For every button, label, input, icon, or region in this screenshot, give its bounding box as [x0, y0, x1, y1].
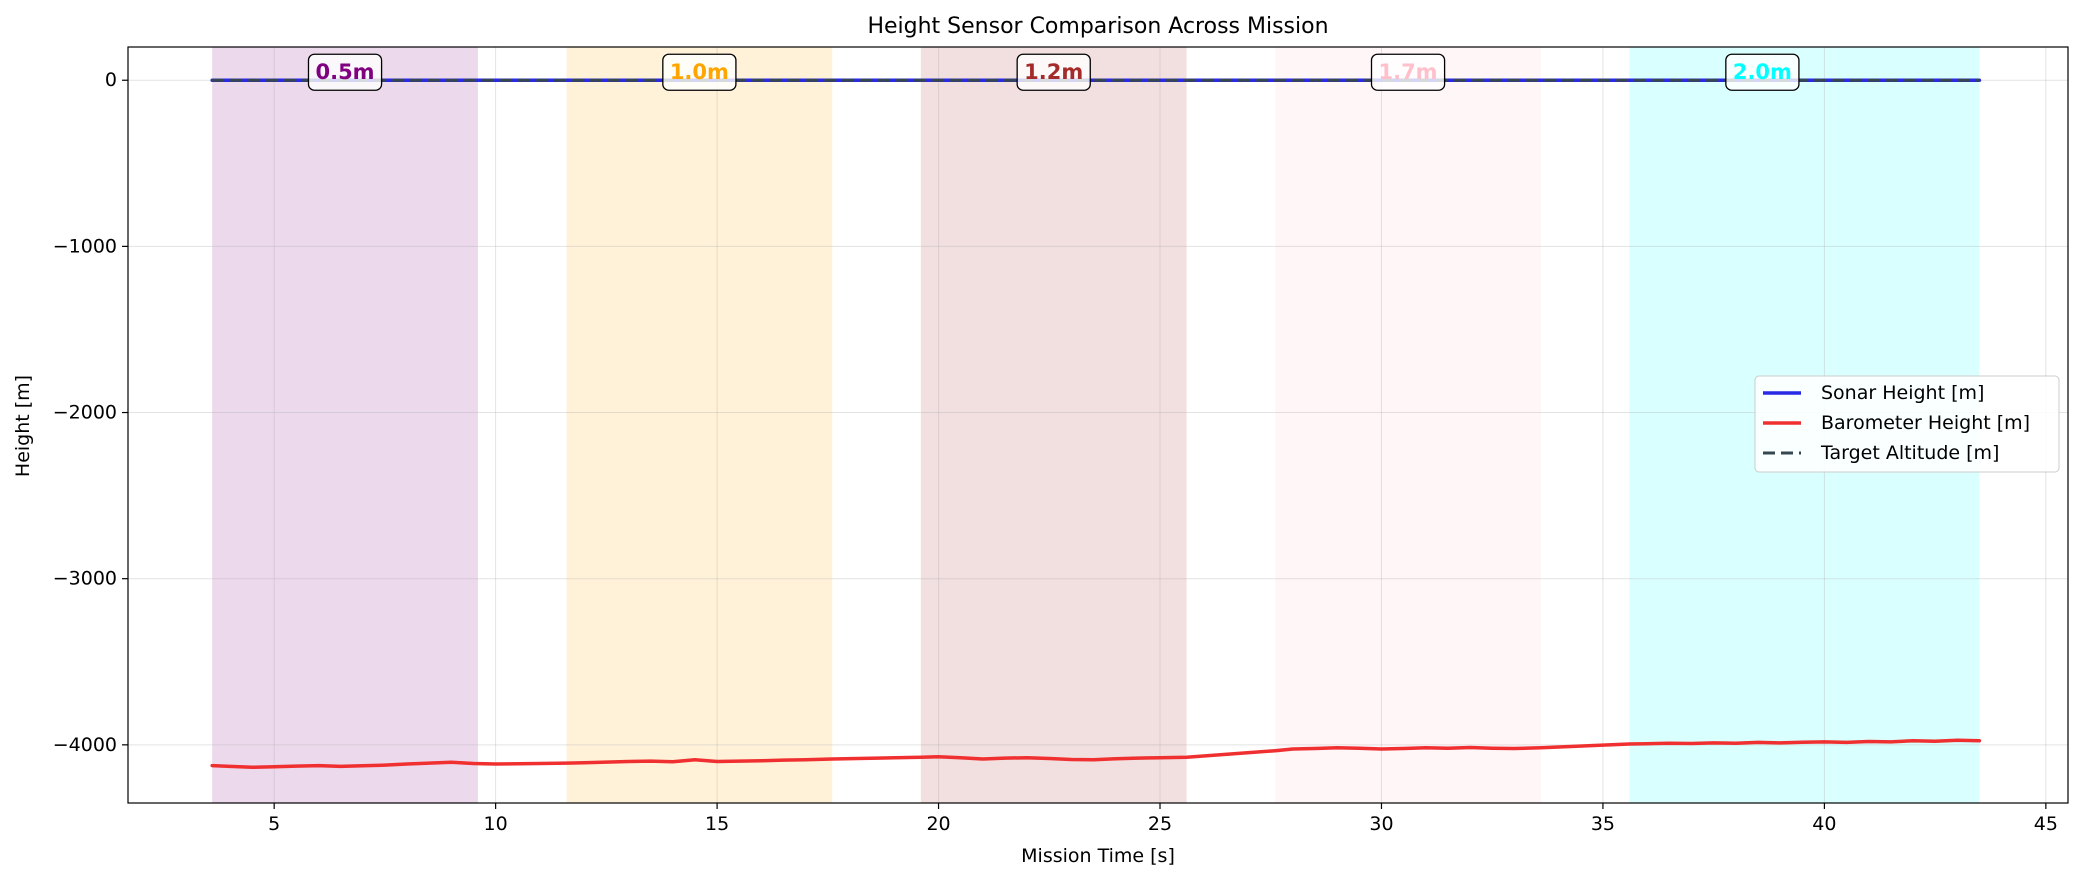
y-tick-label-0: 0	[105, 69, 117, 91]
x-tick-label-2: 15	[705, 813, 729, 835]
legend-items: Sonar Height [m] Barometer Height [m] Targ…	[1763, 382, 2030, 464]
band-1	[566, 47, 833, 803]
band-label-box-1	[662, 53, 737, 91]
band-2	[920, 47, 1187, 803]
legend-label-2: Target Altitude [m]	[1820, 442, 1999, 464]
band-label-box-3	[1370, 53, 1446, 91]
x-tick-label-1: 10	[484, 813, 508, 835]
band-label-4: 2.0m	[1725, 53, 1800, 91]
x-tick-label-6: 35	[1591, 813, 1615, 835]
x-tick-label-5: 30	[1369, 813, 1393, 835]
band-3	[1275, 47, 1541, 803]
band-label-text-0: 0.5m	[315, 60, 374, 84]
band-label-box-2	[1016, 53, 1091, 91]
series-line-1	[210, 738, 1982, 770]
band-label-text-3: 1.7m	[1378, 60, 1437, 84]
y-tick-label-1: −1000	[53, 235, 117, 257]
band-label-box-4	[1725, 53, 1800, 91]
legend-box	[1754, 375, 2060, 473]
legend: Sonar Height [m] Barometer Height [m] Targ…	[1754, 375, 2060, 473]
y-tick-label-4: −4000	[53, 734, 117, 756]
band-label-text-2: 1.2m	[1024, 60, 1083, 84]
chart-title: Height Sensor Comparison Across Mission	[867, 14, 1328, 39]
band-labels-layer: 0.5m 1.0m 1.2m 1.7m 2.0m	[307, 53, 1800, 91]
y-axis-label: Height [m]	[12, 375, 34, 477]
plot-frame	[127, 46, 2069, 804]
band-label-1: 1.0m	[662, 53, 737, 91]
x-axis-ticks: 5 10 15 20 25 30 35 40 45	[268, 803, 2058, 835]
y-tick-label-2: −2000	[53, 402, 117, 424]
band-0	[212, 47, 478, 803]
x-tick-label-7: 40	[1812, 813, 1836, 835]
series-layer	[210, 78, 1982, 770]
y-axis-ticks: 0 −1000 −2000 −3000 −4000	[53, 69, 128, 756]
band-label-box-0	[307, 53, 383, 91]
band-label-text-1: 1.0m	[670, 60, 729, 84]
x-tick-label-0: 5	[268, 813, 280, 835]
band-label-2: 1.2m	[1016, 53, 1091, 91]
band-label-text-4: 2.0m	[1733, 60, 1792, 84]
band-label-0: 0.5m	[307, 53, 383, 91]
x-tick-label-8: 45	[2034, 813, 2058, 835]
band-label-3: 1.7m	[1370, 53, 1446, 91]
legend-label-1: Barometer Height [m]	[1821, 412, 2030, 434]
legend-label-0: Sonar Height [m]	[1821, 382, 1984, 404]
x-tick-label-3: 20	[926, 813, 950, 835]
y-tick-label-3: −3000	[53, 568, 117, 590]
bands-layer	[212, 47, 1980, 803]
x-tick-label-4: 25	[1148, 813, 1172, 835]
x-axis-label: Mission Time [s]	[1021, 845, 1175, 867]
